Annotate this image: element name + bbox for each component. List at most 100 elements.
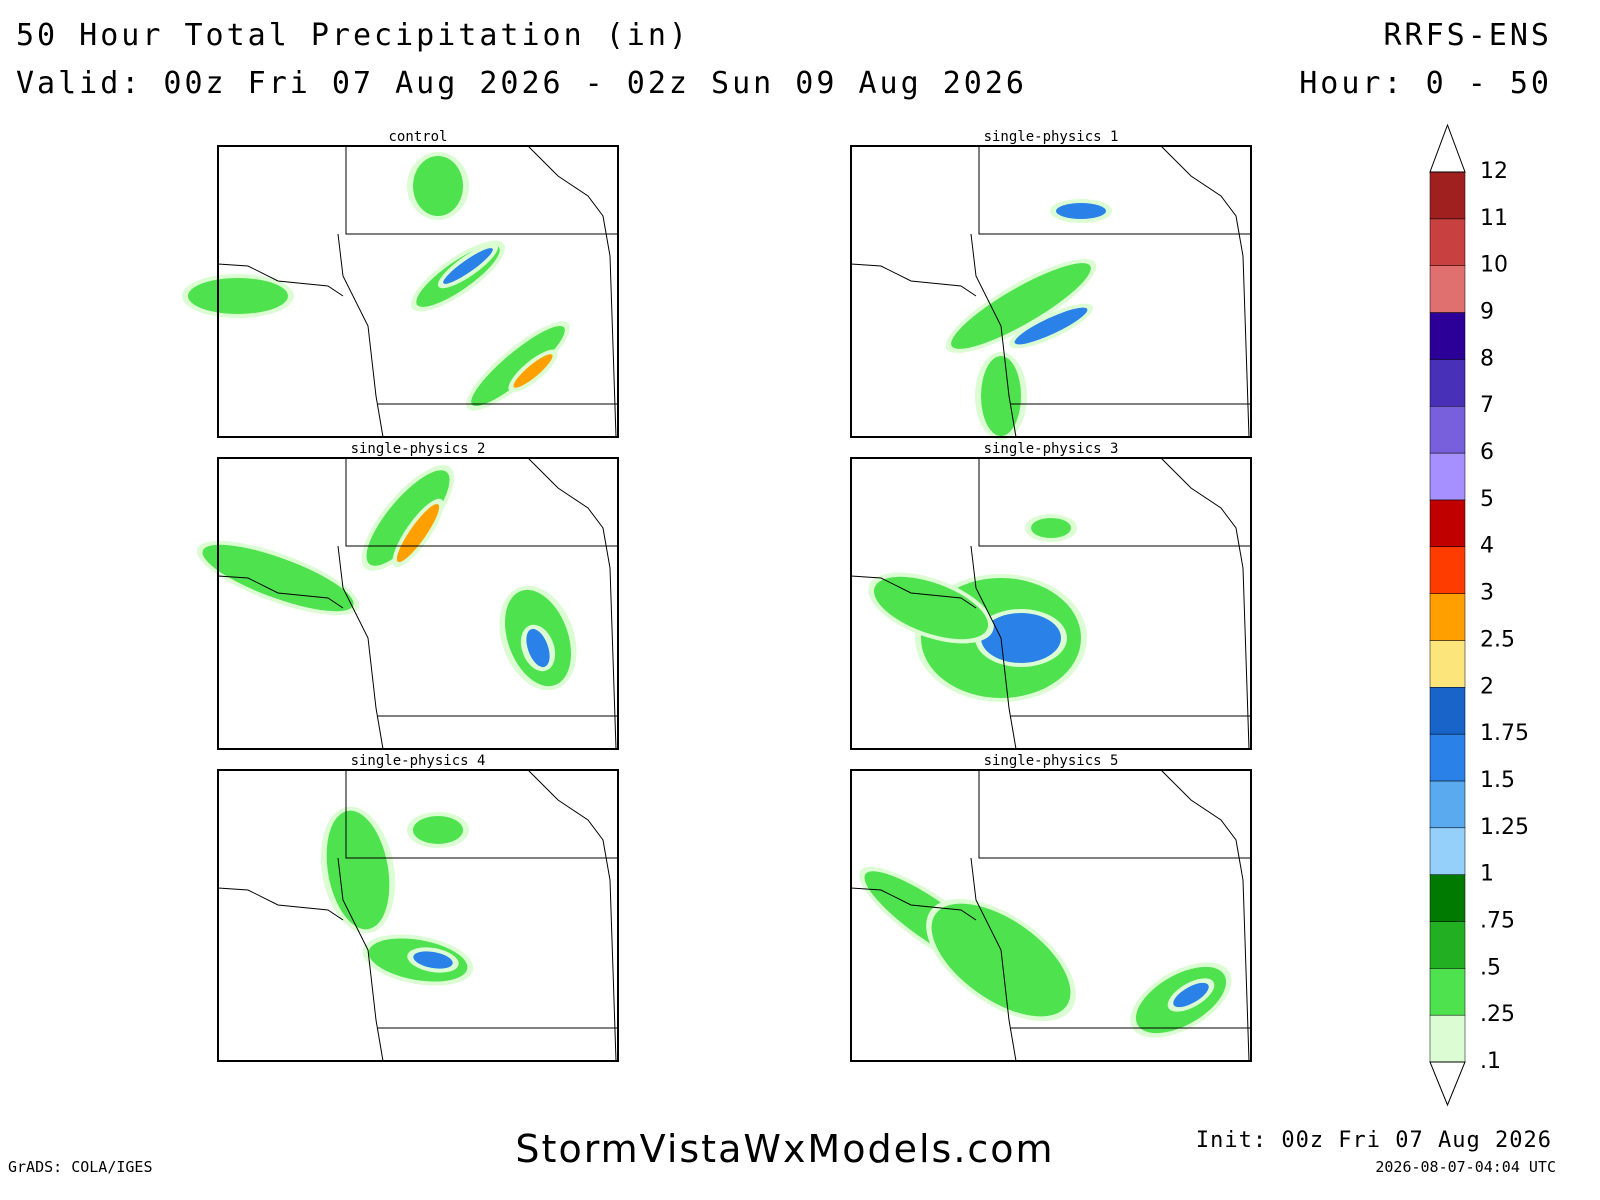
precip-area <box>413 156 463 216</box>
colorbar-label: .1 <box>1480 1049 1501 1074</box>
panel-border <box>850 457 1252 750</box>
colorbar-label: 7 <box>1480 393 1494 418</box>
panel-title: control <box>388 129 447 145</box>
border <box>345 458 618 547</box>
panel-title: single-physics 1 <box>984 129 1119 145</box>
border <box>527 769 617 1062</box>
panel-map <box>850 769 1252 1062</box>
precip-area <box>526 628 550 668</box>
border <box>850 263 977 297</box>
border <box>345 146 618 235</box>
colorbar-label: .25 <box>1480 1002 1515 1027</box>
precip-area <box>366 470 450 566</box>
border <box>345 770 618 859</box>
panel-border <box>217 769 619 1062</box>
panel-map <box>850 145 1252 440</box>
timestamp: 2026-08-07-04:04 UTC <box>1375 1158 1556 1176</box>
border <box>337 857 384 1062</box>
title: 50 Hour Total Precipitation (in) <box>16 18 690 53</box>
precip-area <box>188 278 288 314</box>
border <box>978 146 1251 235</box>
precip-area <box>951 263 1091 349</box>
colorbar-label: 6 <box>1480 440 1494 465</box>
border <box>1160 769 1250 1062</box>
colorbar-box <box>1429 499 1466 547</box>
colorbar-label: 10 <box>1480 253 1508 278</box>
border <box>1160 457 1250 750</box>
border <box>978 458 1251 547</box>
colorbar-label: 1.75 <box>1480 721 1529 746</box>
panel-title: single-physics 5 <box>984 753 1119 769</box>
colorbar-box <box>1429 171 1466 220</box>
colorbar-arrow <box>1429 1061 1466 1107</box>
colorbar-box <box>1429 921 1466 969</box>
precip-area <box>1031 518 1071 538</box>
init-time: Init: 00z Fri 07 Aug 2026 <box>1196 1128 1552 1153</box>
colorbar-box <box>1429 733 1466 782</box>
border <box>850 887 977 921</box>
colorbar-label: 2.5 <box>1480 627 1515 652</box>
border <box>217 575 344 609</box>
colorbar-label: 11 <box>1480 206 1508 231</box>
precip-area <box>981 613 1061 663</box>
colorbar-box <box>1429 265 1466 313</box>
colorbar-label: 1 <box>1480 862 1494 887</box>
colorbar-label: 1.25 <box>1480 815 1529 840</box>
panel-frame <box>218 770 618 1061</box>
panel-border <box>217 145 619 438</box>
colorbar-box <box>1429 312 1466 360</box>
precip-area <box>1173 982 1209 1008</box>
colorbar-label: 3 <box>1480 581 1494 606</box>
colorbar-box <box>1429 968 1466 1016</box>
precip-area <box>326 810 390 930</box>
precip-area <box>931 903 1071 1017</box>
panel-map <box>196 457 619 750</box>
precip-area <box>202 544 354 612</box>
colorbar-box <box>1429 687 1466 735</box>
colorbar-box <box>1429 546 1466 594</box>
colorbar-label: 9 <box>1480 300 1494 325</box>
site: StormVistaWxModels.com <box>515 1127 1054 1171</box>
precip-area <box>873 576 989 640</box>
colorbar-label: 12 <box>1480 159 1508 184</box>
colorbar-label: 2 <box>1480 674 1494 699</box>
precip-area <box>981 356 1021 436</box>
border <box>527 145 617 438</box>
precip-area <box>396 503 440 563</box>
precip-area <box>443 248 493 284</box>
precip-area <box>413 816 463 844</box>
border <box>217 263 344 297</box>
border <box>217 887 344 921</box>
precip-area <box>1056 203 1106 219</box>
colorbar-label: 8 <box>1480 346 1494 371</box>
border <box>970 545 1017 750</box>
colorbar-box <box>1429 359 1466 407</box>
colorbar-box <box>1429 452 1466 501</box>
border <box>337 233 384 438</box>
colorbar-box <box>1429 218 1466 266</box>
panel-title: single-physics 2 <box>351 441 486 457</box>
hours: Hour: 0 - 50 <box>1299 66 1552 101</box>
border <box>1160 145 1250 438</box>
colorbar-arrow <box>1429 123 1466 173</box>
border <box>970 857 1017 1062</box>
panel-title: single-physics 3 <box>984 441 1119 457</box>
colorbar-label: 1.5 <box>1480 768 1515 793</box>
credit: GrADS: COLA/IGES <box>8 1158 153 1176</box>
valid-time: Valid: 00z Fri 07 Aug 2026 - 02z Sun 09 … <box>16 66 1027 101</box>
colorbar-box <box>1429 874 1466 922</box>
colorbar-box <box>1429 593 1466 641</box>
model: RRFS-ENS <box>1384 18 1553 53</box>
border <box>978 770 1251 859</box>
precip-area <box>513 354 553 388</box>
panel-title: single-physics 4 <box>351 753 486 769</box>
colorbar-box <box>1429 640 1466 688</box>
precip-area <box>1014 307 1088 345</box>
colorbar-box <box>1429 1014 1466 1063</box>
colorbar-box <box>1429 405 1466 454</box>
colorbar-label: 5 <box>1480 487 1494 512</box>
panel-border <box>217 457 619 750</box>
panel-map <box>182 145 619 438</box>
precip-area <box>471 325 565 407</box>
